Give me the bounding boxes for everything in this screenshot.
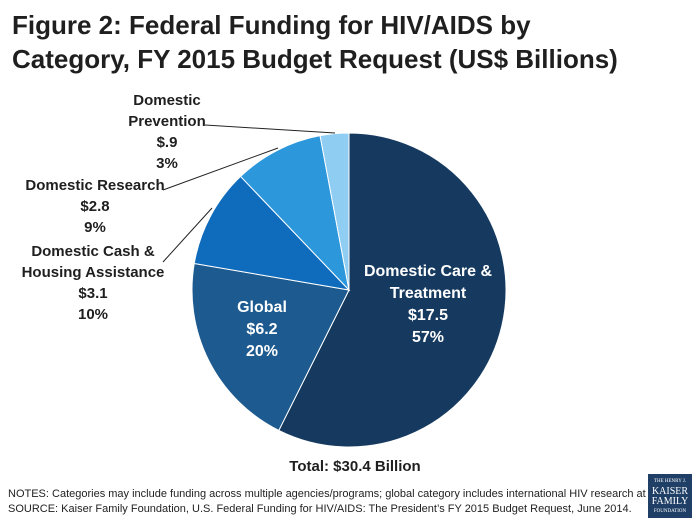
percent-label: 10% xyxy=(77,306,109,323)
category-label: Domestic Cash & Housing Assistance xyxy=(21,243,165,281)
pie-slice xyxy=(278,132,507,448)
leader-line xyxy=(162,207,213,263)
slice-label: Domestic Research $2.8 9% xyxy=(10,175,180,238)
logo-text: FOUNDATION xyxy=(653,509,687,514)
category-label: Domestic Research xyxy=(25,177,165,194)
logo-text: THE HENRY J. xyxy=(653,479,687,484)
leader-line xyxy=(162,147,279,191)
slice-label: Domestic Care & Treatment $17.5 57% xyxy=(356,261,500,349)
leader-lines xyxy=(162,124,336,263)
slice-label: Domestic Cash & Housing Assistance $3.1 10… xyxy=(14,241,172,325)
chart-title: Figure 2: Federal Funding for HIV/AIDS b… xyxy=(12,10,618,74)
percent-label: 20% xyxy=(245,343,279,360)
value-label: $6.2 xyxy=(246,321,278,338)
source: SOURCE: Kaiser Family Foundation, U.S. F… xyxy=(8,503,632,515)
pie-slice xyxy=(193,175,351,291)
logo: THE HENRY J. KAISER FAMILY FOUNDATION xyxy=(648,474,692,518)
logo-text: KAISER xyxy=(651,486,689,497)
notes: NOTES: Categories may include funding ac… xyxy=(8,488,671,500)
value-label: $.9 xyxy=(156,134,178,151)
pie-slice xyxy=(191,262,350,432)
category-label: Global xyxy=(237,299,287,316)
value-label: $17.5 xyxy=(407,307,449,324)
percent-label: 3% xyxy=(156,155,178,172)
pie-slice xyxy=(239,135,350,292)
pie-slice xyxy=(319,132,350,291)
value-label: $3.1 xyxy=(78,285,108,302)
percent-label: 57% xyxy=(411,329,445,346)
category-label: Domestic Care & Treatment xyxy=(363,263,493,302)
total-label: Total: $30.4 Billion xyxy=(289,458,421,475)
percent-label: 9% xyxy=(84,219,106,236)
category-label: Domestic Prevention xyxy=(128,92,206,130)
slice-label: Domestic Prevention $.9 3% xyxy=(122,90,212,174)
leader-line xyxy=(204,124,336,134)
value-label: $2.8 xyxy=(80,198,110,215)
logo-text: FAMILY xyxy=(651,496,689,507)
slice-label: Global $6.2 20% xyxy=(212,297,312,363)
